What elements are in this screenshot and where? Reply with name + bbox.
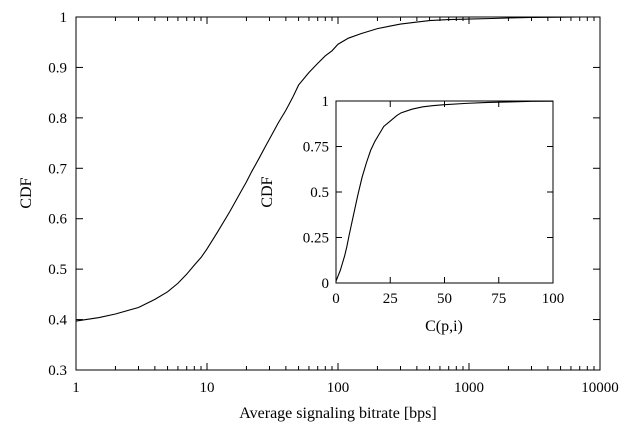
inset-y-axis-label: CDF <box>259 176 276 207</box>
inset-y-tick-label: 1 <box>322 94 330 110</box>
inset-x-tick-label: 50 <box>437 291 452 307</box>
main-y-tick-label: 0.8 <box>48 111 67 127</box>
main-y-tick-label: 0.4 <box>48 313 67 329</box>
inset-x-tick-label: 0 <box>332 291 340 307</box>
inset-y-tick-label: 0 <box>322 276 330 292</box>
main-y-tick-label: 0.3 <box>48 363 67 379</box>
main-x-tick-label: 10000 <box>581 380 619 396</box>
inset-x-axis-label: C(p,i) <box>425 318 463 335</box>
inset-ticks <box>335 100 554 284</box>
main-y-axis-label: CDF <box>18 177 35 208</box>
inset-x-tick-label: 75 <box>491 291 506 307</box>
main-x-axis-label: Average signaling bitrate [bps] <box>239 405 436 422</box>
main-plot: 0.30.40.50.60.70.80.911 10 100 1000 10000 Av… <box>18 10 619 422</box>
inset-x-tick-label: 100 <box>542 291 565 307</box>
inset-tick-labels: 0 0.25 0.5 0.75 1 0 25 50 75 100 <box>303 94 565 307</box>
inset-plot: 0 0.25 0.5 0.75 1 0 25 50 75 100 C(p,i) CDF <box>259 94 564 335</box>
inset-x-tick-label: 25 <box>383 291 398 307</box>
main-x-tick-label: 100 <box>327 380 350 396</box>
main-tick-labels: 0.30.40.50.60.70.80.911 10 100 1000 10000 <box>48 10 619 396</box>
main-y-tick-label: 0.7 <box>48 161 67 177</box>
inset-y-tick-label: 0.5 <box>310 185 329 201</box>
main-y-tick-label: 0.5 <box>48 262 67 278</box>
main-cdf-line <box>75 16 600 322</box>
inset-background <box>336 101 553 283</box>
inset-y-tick-label: 0.75 <box>303 140 329 156</box>
main-x-tick-label: 1000 <box>454 380 484 396</box>
main-y-tick-label: 1 <box>60 10 68 26</box>
main-y-tick-label: 0.9 <box>48 60 67 76</box>
main-x-tick-label: 10 <box>200 380 215 396</box>
inset-y-tick-label: 0.25 <box>303 231 329 247</box>
inset-cdf-line <box>335 100 554 282</box>
main-y-tick-label: 0.6 <box>48 212 67 228</box>
main-x-tick-label: 1 <box>72 380 80 396</box>
main-ticks <box>75 16 601 371</box>
